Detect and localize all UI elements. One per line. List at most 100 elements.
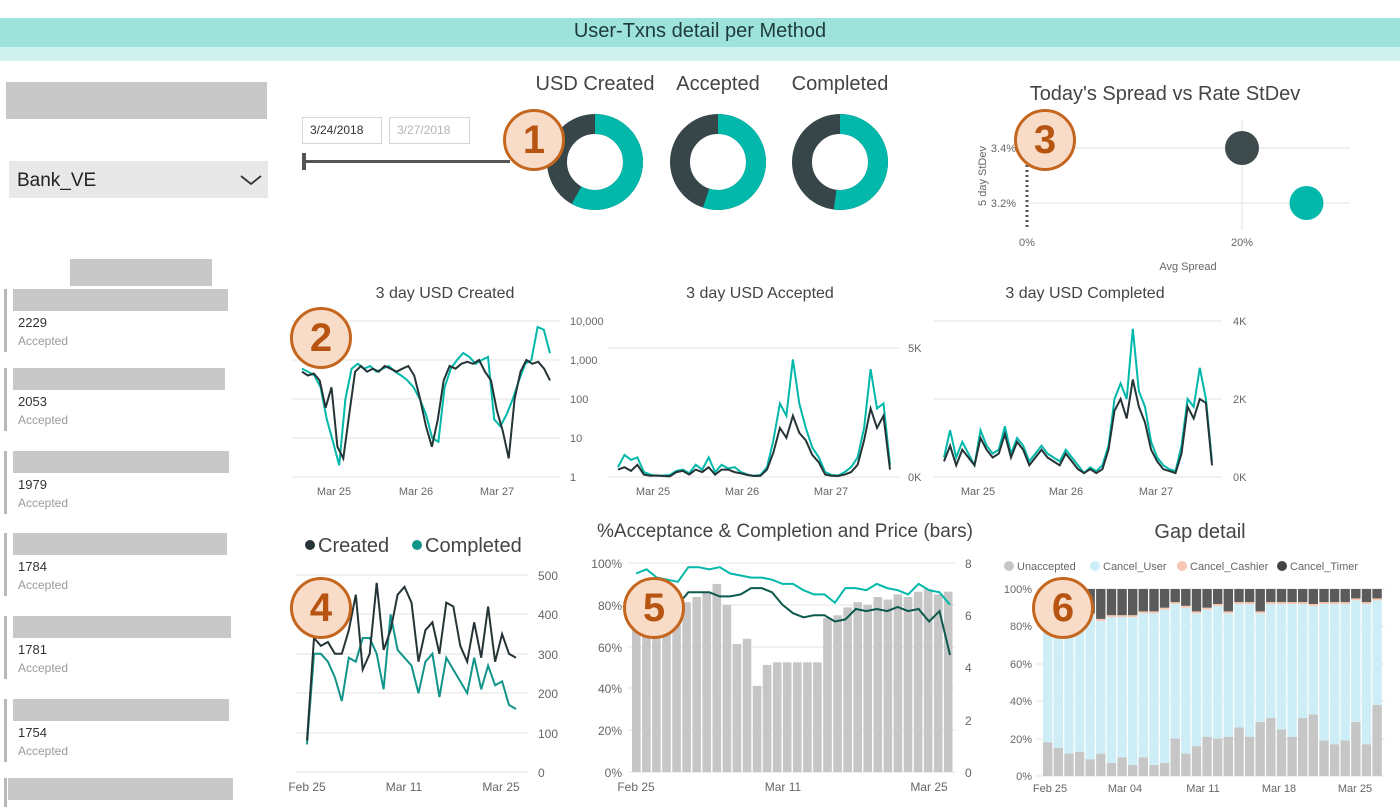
stacked-segment-unaccepted [1266, 718, 1276, 776]
stacked-segment-cancel_cashier [1298, 602, 1308, 604]
legend-dot [1004, 561, 1014, 571]
stacked-segment-cancel_user [1213, 605, 1223, 739]
stacked-segment-cancel_cashier [1372, 598, 1382, 601]
stacked-segment-cancel_cashier [1202, 607, 1212, 610]
y-tick-label: 1 [570, 472, 576, 484]
stacked-segment-unaccepted [1096, 753, 1106, 776]
y-tick-label: 10 [570, 433, 582, 445]
stacked-segment-unaccepted [1223, 736, 1233, 776]
x-tick-label: Mar 25 [317, 486, 351, 498]
date-slider-handle[interactable] [302, 153, 306, 170]
redacted-slicer[interactable] [6, 82, 267, 119]
y-tick-label-left: 100% [591, 557, 622, 571]
card-value: 2229 [18, 315, 47, 330]
stacked-segment-cancel_timer [1202, 589, 1212, 608]
x-tick-label: Mar 25 [636, 486, 670, 498]
stacked-segment-unaccepted [1298, 718, 1308, 776]
badge-3: 3 [1014, 109, 1076, 171]
scatter-title: Today's Spread vs Rate StDev [1029, 83, 1301, 105]
stacked-segment-cancel_user [1064, 617, 1074, 754]
y-tick-label: 80% [1010, 621, 1032, 633]
stacked-segment-cancel_timer [1128, 589, 1138, 616]
stacked-segment-unaccepted [1170, 738, 1180, 776]
stacked-segment-cancel_cashier [1149, 611, 1159, 614]
stacked-segment-unaccepted [1106, 762, 1117, 776]
stacked-segment-cancel_cashier [1191, 611, 1202, 614]
y-tick-label-left: 80% [598, 599, 622, 613]
stacked-segment-cancel_user [1170, 604, 1180, 739]
legend-label: Cancel_Cashier [1190, 561, 1269, 573]
stacked-segment-cancel_cashier [1117, 615, 1127, 618]
price-bar [722, 604, 732, 772]
y-tick-label: 100 [570, 394, 588, 406]
card-label: Accepted [18, 661, 69, 675]
y-tick-label-right: 8 [965, 557, 972, 571]
series-line-teal [617, 359, 891, 477]
stacked-segment-cancel_timer [1361, 589, 1372, 603]
stacked-segment-cancel_user [1329, 604, 1340, 745]
redacted-card-title [13, 368, 225, 390]
x-axis-label: Avg Spread [1159, 261, 1216, 273]
stacked-segment-cancel_cashier [1340, 602, 1350, 604]
date-slider-track[interactable] [303, 160, 510, 163]
stacked-segment-cancel_user [1340, 604, 1350, 741]
card-accent-bar [4, 616, 7, 679]
price-bar [662, 607, 671, 772]
price-bar [873, 597, 883, 772]
date-end-input[interactable]: 3/27/2018 [389, 117, 470, 144]
stacked-segment-cancel_timer [1106, 589, 1117, 616]
chart-title-3day-accepted: 3 day USD Accepted [686, 285, 834, 302]
stacked-segment-cancel_user [1128, 617, 1138, 765]
series-line-completion [635, 587, 951, 656]
x-tick-label: Mar 27 [480, 486, 514, 498]
method-dropdown[interactable]: Bank_VE [9, 161, 268, 198]
redacted-card-title [13, 289, 228, 311]
card-value: 1784 [18, 559, 47, 574]
y-axis-label: 5 day StDev [977, 146, 989, 206]
x-tick-label: Mar 04 [1108, 783, 1142, 795]
stacked-segment-cancel_cashier [1223, 611, 1233, 614]
y-tick-label: 3.2% [991, 198, 1016, 210]
card-label: Accepted [18, 413, 69, 427]
price-bar [833, 615, 842, 773]
stacked-segment-cancel_timer [1255, 589, 1265, 612]
stacked-segment-cancel_timer [1266, 589, 1276, 603]
chart-title-3day-completed: 3 day USD Completed [1005, 285, 1165, 302]
y-tick-label-left: 0% [605, 766, 623, 780]
price-bar [742, 638, 752, 772]
stacked-segment-cancel_timer [1170, 589, 1180, 603]
x-tick-label: Mar 25 [910, 780, 948, 794]
price-bar [772, 662, 782, 772]
badge-6: 6 [1032, 577, 1094, 639]
acceptance-chart-title: %Acceptance & Completion and Price (bars… [597, 521, 973, 542]
legend-dot-completed [412, 540, 422, 550]
y-tick-label: 20% [1010, 734, 1032, 746]
price-bar [933, 594, 943, 772]
title-bar-underline [0, 47, 1400, 61]
series-line-dark [943, 379, 1213, 475]
price-bar [762, 664, 772, 772]
card-label: Accepted [18, 578, 69, 592]
price-bar [813, 662, 822, 772]
redacted-card-title [13, 616, 231, 638]
stacked-segment-cancel_timer [1234, 589, 1244, 603]
price-bar [642, 617, 651, 772]
y-tick-label-left: 60% [598, 641, 622, 655]
title-bar [0, 18, 1400, 47]
legend-label-created: Created [318, 535, 389, 557]
stacked-segment-cancel_timer [1181, 589, 1191, 606]
card-accent-bar [4, 368, 7, 431]
series-line-dark [301, 358, 551, 462]
date-start-input[interactable]: 3/24/2018 [302, 117, 382, 144]
y-tick-label-left: 40% [598, 682, 622, 696]
price-bar [913, 591, 923, 772]
x-tick-label: Feb 25 [1033, 783, 1067, 795]
price-bar [893, 594, 903, 772]
stacked-segment-cancel_timer [1096, 589, 1106, 619]
price-bar [632, 617, 641, 772]
stacked-segment-unaccepted [1255, 721, 1265, 776]
stacked-segment-unaccepted [1159, 762, 1170, 776]
stacked-segment-cancel_cashier [1181, 605, 1191, 608]
x-tick-label: Mar 25 [1338, 783, 1372, 795]
stacked-segment-cancel_user [1351, 600, 1361, 722]
